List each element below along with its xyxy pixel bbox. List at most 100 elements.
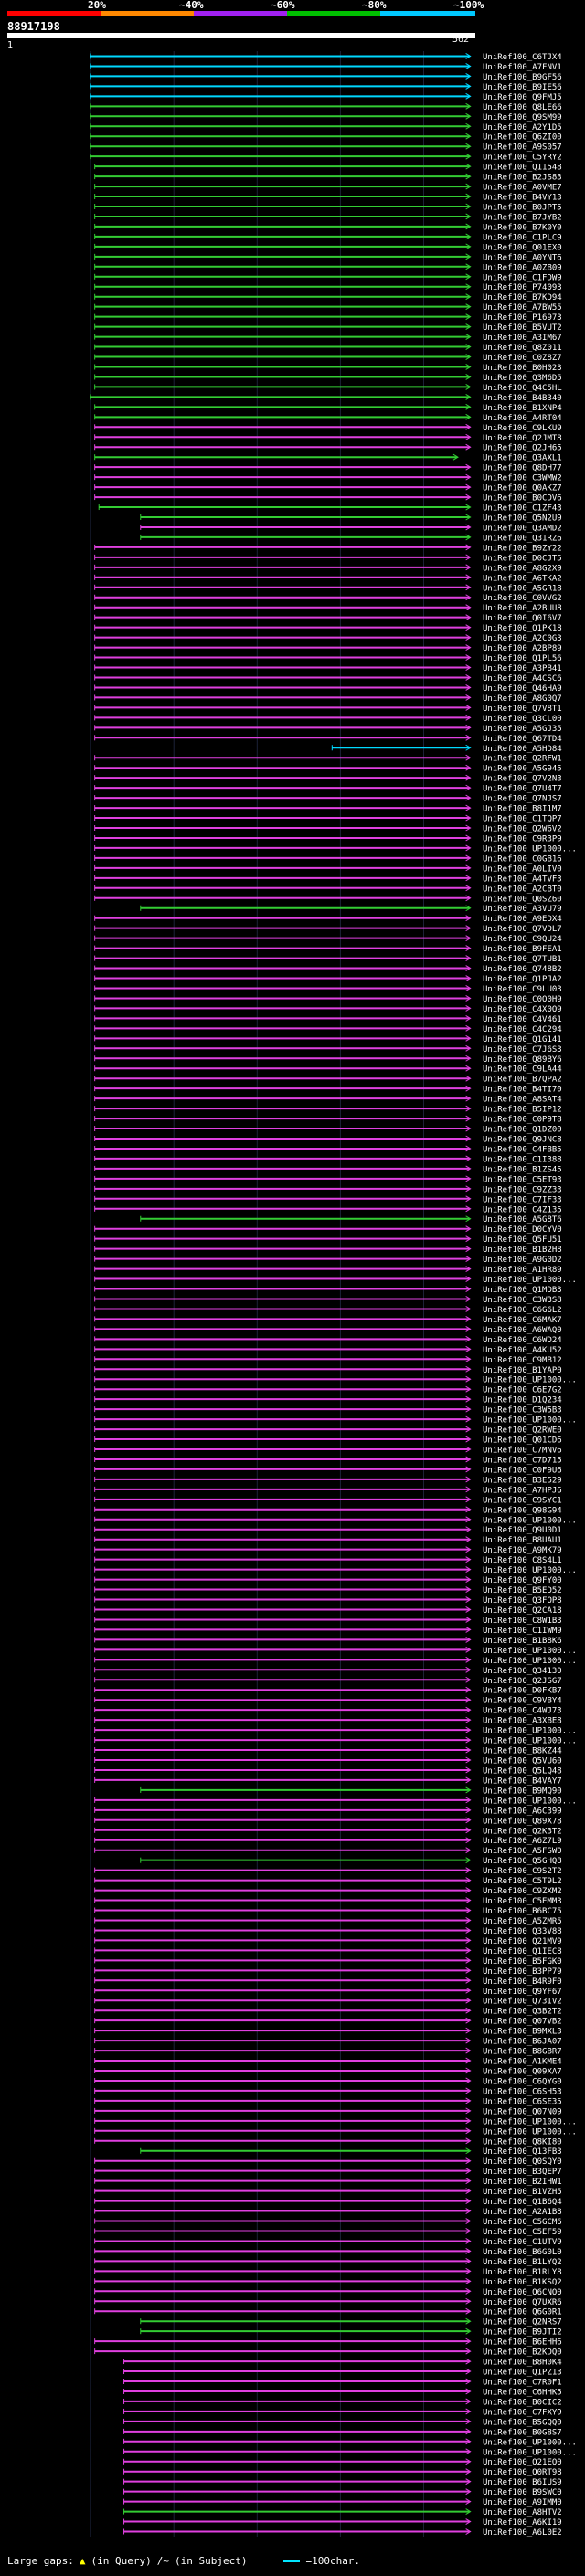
hit-row[interactable]: UniRef100_C1IWM9 bbox=[94, 1627, 562, 1636]
hit-row[interactable]: UniRef100_C1FDW9 bbox=[94, 273, 562, 282]
hit-row[interactable]: UniRef100_Q9U0D1 bbox=[94, 1526, 562, 1535]
hit-label[interactable]: UniRef100_Q1PK18 bbox=[483, 624, 562, 633]
hit-row[interactable]: UniRef100_B7KD94 bbox=[94, 293, 562, 302]
hit-label[interactable]: UniRef100_A6L0E2 bbox=[483, 2528, 562, 2537]
hit-label[interactable]: UniRef100_C1ZF43 bbox=[483, 504, 562, 514]
hit-row[interactable]: UniRef100_B0G8S7 bbox=[123, 2428, 562, 2437]
hit-row[interactable]: UniRef100_Q5FU51 bbox=[94, 1235, 562, 1245]
hit-row[interactable]: UniRef100_C0GB16 bbox=[94, 854, 562, 864]
hit-row[interactable]: UniRef100_B9MQ90 bbox=[140, 1786, 562, 1796]
hit-label[interactable]: UniRef100_B1RLY8 bbox=[483, 2268, 562, 2277]
hit-label[interactable]: UniRef100_A9MK79 bbox=[483, 1546, 562, 1555]
hit-label[interactable]: UniRef100_C0Q0H9 bbox=[483, 995, 562, 1004]
hit-row[interactable]: UniRef100_C9ZXM2 bbox=[94, 1887, 562, 1896]
hit-row[interactable]: UniRef100_C0Z8Z7 bbox=[94, 354, 562, 363]
hit-row[interactable]: UniRef100_C6HHK5 bbox=[123, 2388, 562, 2397]
hit-label[interactable]: UniRef100_Q1PJA2 bbox=[483, 975, 562, 984]
hit-label[interactable]: UniRef100_B5IP12 bbox=[483, 1106, 562, 1115]
hit-label[interactable]: UniRef100_A3VU79 bbox=[483, 905, 562, 914]
hit-label[interactable]: UniRef100_Q9JNC8 bbox=[483, 1136, 562, 1145]
hit-label[interactable]: UniRef100_A8SAT4 bbox=[483, 1096, 562, 1105]
hit-row[interactable]: UniRef100_Q8LE66 bbox=[90, 103, 562, 112]
hit-label[interactable]: UniRef100_B9MXL3 bbox=[483, 2028, 562, 2037]
hit-row[interactable]: UniRef100_B4VY13 bbox=[94, 194, 562, 203]
hit-row[interactable]: UniRef100_C3W5B3 bbox=[94, 1406, 562, 1415]
hit-label[interactable]: UniRef100_B0CIC2 bbox=[483, 2398, 562, 2407]
hit-label[interactable]: UniRef100_Q8KI80 bbox=[483, 2137, 562, 2147]
hit-label[interactable]: UniRef100_Q07VB2 bbox=[483, 2018, 562, 2027]
hit-label[interactable]: UniRef100_C4V461 bbox=[483, 1015, 562, 1024]
hit-row[interactable]: UniRef100_B6IUS9 bbox=[123, 2478, 562, 2487]
hit-label[interactable]: UniRef100_C4Z135 bbox=[483, 1205, 562, 1214]
hit-label[interactable]: UniRef100_P74093 bbox=[483, 283, 562, 292]
hit-label[interactable]: UniRef100_Q9FMJ5 bbox=[483, 93, 562, 102]
hit-label[interactable]: UniRef100_Q0RT98 bbox=[483, 2468, 562, 2477]
hit-label[interactable]: UniRef100_Q6ZI00 bbox=[483, 133, 562, 143]
hit-row[interactable]: UniRef100_Q1B6Q4 bbox=[94, 2198, 562, 2207]
hit-label[interactable]: UniRef100_B3E529 bbox=[483, 1476, 562, 1485]
hit-label[interactable]: UniRef100_B3PP79 bbox=[483, 1967, 562, 1977]
hit-label[interactable]: UniRef100_B0JPT5 bbox=[483, 204, 562, 213]
hit-row[interactable]: UniRef100_A9G0D2 bbox=[94, 1256, 562, 1265]
hit-row[interactable]: UniRef100_B4R9F0 bbox=[94, 1977, 562, 1987]
hit-row[interactable]: UniRef100_B9MXL3 bbox=[94, 2028, 562, 2037]
hit-label[interactable]: UniRef100_C0Z8Z7 bbox=[483, 354, 562, 363]
hit-label[interactable]: UniRef100_A6KI19 bbox=[483, 2518, 562, 2528]
hit-label[interactable]: UniRef100_UP1000... bbox=[483, 2127, 577, 2136]
hit-row[interactable]: UniRef100_A5G945 bbox=[94, 765, 562, 774]
hit-label[interactable]: UniRef100_Q9FY00 bbox=[483, 1576, 562, 1585]
hit-row[interactable]: UniRef100_UP1000... bbox=[94, 1737, 577, 1746]
hit-row[interactable]: UniRef100_B2JS83 bbox=[94, 174, 562, 183]
hit-label[interactable]: UniRef100_A1HR89 bbox=[483, 1266, 562, 1275]
hit-row[interactable]: UniRef100_C4FBB5 bbox=[94, 1145, 562, 1154]
hit-label[interactable]: UniRef100_Q9SM99 bbox=[483, 113, 562, 122]
hit-label[interactable]: UniRef100_A2A1B8 bbox=[483, 2208, 562, 2217]
hit-label[interactable]: UniRef100_UP1000... bbox=[483, 1647, 577, 1656]
hit-label[interactable]: UniRef100_Q98G94 bbox=[483, 1506, 562, 1515]
hit-row[interactable]: UniRef100_Q7VDL7 bbox=[94, 925, 562, 934]
hit-row[interactable]: UniRef100_UP1000... bbox=[94, 1797, 577, 1806]
hit-row[interactable]: UniRef100_C4Z135 bbox=[94, 1205, 562, 1214]
hit-label[interactable]: UniRef100_A8G2X9 bbox=[483, 564, 562, 573]
hit-label[interactable]: UniRef100_UP1000... bbox=[483, 1737, 577, 1746]
hit-label[interactable]: UniRef100_Q2K3T2 bbox=[483, 1827, 562, 1836]
hit-row[interactable]: UniRef100_A5GR18 bbox=[94, 584, 562, 593]
hit-label[interactable]: UniRef100_UP1000... bbox=[483, 1566, 577, 1575]
hit-label[interactable]: UniRef100_C6E7G2 bbox=[483, 1386, 562, 1395]
hit-row[interactable]: UniRef100_A7HPJ6 bbox=[94, 1486, 562, 1495]
hit-row[interactable]: UniRef100_C7R0F1 bbox=[123, 2379, 562, 2388]
hit-label[interactable]: UniRef100_C6QYG0 bbox=[483, 2077, 562, 2086]
hit-label[interactable]: UniRef100_C1TQP7 bbox=[483, 815, 562, 824]
hit-label[interactable]: UniRef100_C1IWM9 bbox=[483, 1627, 562, 1636]
hit-label[interactable]: UniRef100_C9LU03 bbox=[483, 985, 562, 994]
hit-row[interactable]: UniRef100_B6EHH6 bbox=[94, 2338, 562, 2348]
hit-row[interactable]: UniRef100_B3E529 bbox=[94, 1476, 562, 1485]
hit-row[interactable]: UniRef100_Q2RWE0 bbox=[94, 1426, 562, 1436]
hit-row[interactable]: UniRef100_Q7UXR6 bbox=[94, 2298, 562, 2307]
hit-label[interactable]: UniRef100_D0FKB7 bbox=[483, 1687, 562, 1696]
hit-label[interactable]: UniRef100_Q3FOP8 bbox=[483, 1596, 562, 1606]
hit-row[interactable]: UniRef100_C6E7G2 bbox=[94, 1386, 562, 1395]
hit-label[interactable]: UniRef100_C5ET93 bbox=[483, 1175, 562, 1184]
hit-row[interactable]: UniRef100_UP1000... bbox=[94, 1727, 577, 1736]
hit-label[interactable]: UniRef100_A8G0Q7 bbox=[483, 694, 562, 704]
hit-row[interactable]: UniRef100_A6Z7L9 bbox=[94, 1837, 562, 1846]
hit-label[interactable]: UniRef100_Q3CL00 bbox=[483, 715, 562, 724]
hit-label[interactable]: UniRef100_C9S2T2 bbox=[483, 1867, 562, 1876]
hit-label[interactable]: UniRef100_Q89BY6 bbox=[483, 1055, 562, 1065]
hit-row[interactable]: UniRef100_A6C399 bbox=[94, 1807, 562, 1816]
hit-label[interactable]: UniRef100_C5EF59 bbox=[483, 2228, 562, 2237]
hit-row[interactable]: UniRef100_B8GBR7 bbox=[94, 2048, 562, 2057]
hit-label[interactable]: UniRef100_C9MB12 bbox=[483, 1356, 562, 1365]
hit-row[interactable]: UniRef100_C6SE35 bbox=[94, 2097, 562, 2106]
hit-row[interactable]: UniRef100_C5ET93 bbox=[94, 1175, 562, 1184]
hit-row[interactable]: UniRef100_A0ZB09 bbox=[94, 263, 562, 272]
hit-row[interactable]: UniRef100_Q2NRS7 bbox=[140, 2318, 562, 2327]
hit-row[interactable]: UniRef100_Q33V88 bbox=[94, 1927, 562, 1936]
hit-row[interactable]: UniRef100_C7FXY9 bbox=[123, 2408, 562, 2417]
hit-label[interactable]: UniRef100_B1B8K6 bbox=[483, 1637, 562, 1646]
hit-label[interactable]: UniRef100_UP1000... bbox=[483, 1416, 577, 1426]
hit-row[interactable]: UniRef100_Q7TUB1 bbox=[94, 955, 562, 964]
hit-label[interactable]: UniRef100_A8HTV2 bbox=[483, 2508, 562, 2518]
hit-row[interactable]: UniRef100_Q7NJS7 bbox=[94, 795, 562, 804]
